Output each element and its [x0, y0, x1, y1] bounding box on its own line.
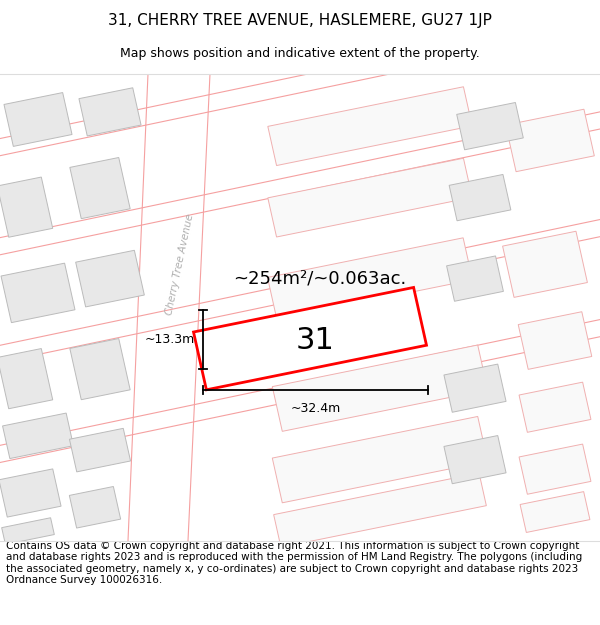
Polygon shape: [446, 256, 503, 301]
Polygon shape: [272, 345, 488, 431]
Polygon shape: [194, 288, 427, 390]
Polygon shape: [506, 109, 595, 172]
Text: 31, CHERRY TREE AVENUE, HASLEMERE, GU27 1JP: 31, CHERRY TREE AVENUE, HASLEMERE, GU27 …: [108, 13, 492, 28]
Polygon shape: [274, 473, 487, 548]
Polygon shape: [519, 444, 591, 494]
Text: Contains OS data © Crown copyright and database right 2021. This information is : Contains OS data © Crown copyright and d…: [6, 541, 582, 586]
Text: ~254m²/~0.063ac.: ~254m²/~0.063ac.: [233, 269, 407, 288]
Polygon shape: [2, 518, 55, 544]
Polygon shape: [503, 231, 587, 298]
Polygon shape: [76, 250, 145, 307]
Polygon shape: [70, 428, 131, 472]
Polygon shape: [2, 413, 73, 459]
Polygon shape: [519, 382, 591, 432]
Polygon shape: [520, 492, 590, 532]
Polygon shape: [268, 87, 472, 166]
Text: ~32.4m: ~32.4m: [290, 401, 341, 414]
Polygon shape: [70, 339, 130, 400]
Polygon shape: [0, 177, 53, 238]
Polygon shape: [444, 364, 506, 413]
Polygon shape: [1, 263, 75, 322]
Polygon shape: [0, 349, 53, 409]
Polygon shape: [457, 102, 523, 150]
Polygon shape: [268, 238, 472, 319]
Polygon shape: [70, 158, 130, 219]
Text: 31: 31: [296, 326, 334, 355]
Polygon shape: [79, 88, 141, 136]
Text: Cherry Tree Avenue: Cherry Tree Avenue: [164, 213, 196, 316]
Text: Map shows position and indicative extent of the property.: Map shows position and indicative extent…: [120, 47, 480, 59]
Polygon shape: [272, 416, 488, 502]
Polygon shape: [0, 469, 61, 517]
Polygon shape: [70, 486, 121, 528]
Polygon shape: [518, 312, 592, 369]
Polygon shape: [4, 92, 72, 146]
Polygon shape: [449, 174, 511, 221]
Text: ~13.3m: ~13.3m: [145, 333, 195, 346]
Polygon shape: [444, 436, 506, 484]
Polygon shape: [268, 158, 472, 237]
